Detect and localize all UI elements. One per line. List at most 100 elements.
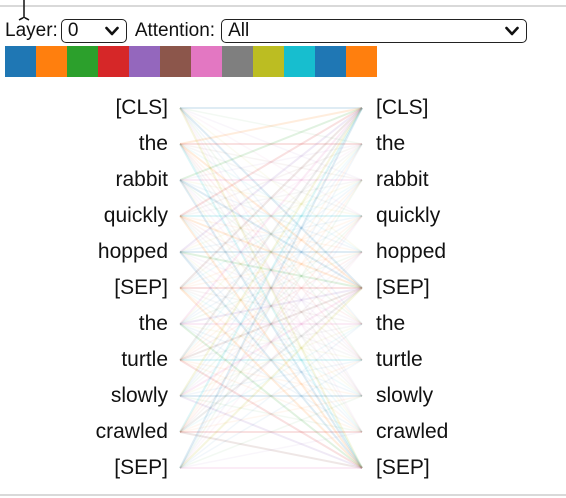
attention-line	[179, 143, 363, 469]
right-token[interactable]: slowly	[376, 384, 434, 407]
left-token[interactable]: hopped	[97, 240, 168, 263]
right-token[interactable]: hopped	[376, 240, 447, 263]
head-swatch-5[interactable]	[160, 46, 191, 77]
attention-line	[179, 431, 363, 469]
attention-line	[179, 215, 363, 469]
attention-line	[179, 143, 363, 397]
right-token[interactable]: [SEP]	[376, 456, 430, 479]
left-token[interactable]: [CLS]	[115, 96, 168, 119]
attention-line	[179, 107, 363, 397]
attention-line	[179, 287, 363, 469]
head-swatch-4[interactable]	[129, 46, 160, 77]
attention-line	[179, 251, 363, 397]
attention-line	[179, 107, 363, 433]
attention-line	[179, 143, 363, 289]
head-swatch-11[interactable]	[346, 46, 377, 77]
attention-line	[179, 143, 363, 361]
layer-select[interactable]: 0	[60, 19, 127, 43]
head-swatch-3[interactable]	[98, 46, 129, 77]
attention-line	[179, 287, 363, 469]
attention-line	[179, 359, 363, 469]
attention-line	[179, 143, 363, 433]
attention-line	[179, 143, 363, 433]
text-cursor-icon	[18, 0, 30, 21]
right-token[interactable]: turtle	[376, 348, 423, 371]
attention-line	[179, 215, 363, 433]
attention-line	[179, 359, 363, 397]
attention-label: Attention:	[134, 20, 216, 41]
attention-line	[179, 179, 363, 397]
attention-line	[179, 179, 363, 253]
attention-line	[179, 179, 363, 361]
attention-line	[179, 107, 363, 289]
left-token[interactable]: slowly	[110, 384, 168, 407]
attention-line	[179, 395, 363, 469]
left-token[interactable]: rabbit	[115, 168, 168, 191]
attention-line	[179, 251, 363, 289]
head-swatch-0[interactable]	[5, 46, 36, 77]
right-token[interactable]: quickly	[376, 204, 441, 227]
attention-line	[179, 143, 363, 397]
attention-line	[179, 215, 363, 469]
attention-line	[179, 251, 363, 361]
head-swatch-6[interactable]	[191, 46, 222, 77]
attention-line	[179, 107, 363, 469]
left-token[interactable]: crawled	[95, 420, 168, 443]
attention-line	[179, 179, 363, 469]
attention-line	[179, 323, 363, 433]
left-token[interactable]: the	[138, 132, 168, 155]
attention-line	[179, 143, 363, 253]
attention-line	[179, 359, 363, 433]
head-color-swatches	[5, 46, 377, 77]
attention-line	[179, 179, 363, 433]
attention-line	[179, 215, 363, 361]
top-divider	[0, 5, 566, 7]
right-token[interactable]: [CLS]	[376, 96, 429, 119]
attention-line	[179, 143, 363, 181]
attention-select[interactable]: All	[221, 19, 528, 43]
attention-line	[179, 215, 363, 289]
attention-line	[179, 179, 363, 361]
right-token[interactable]: the	[376, 132, 406, 155]
head-swatch-7[interactable]	[222, 46, 253, 77]
left-token[interactable]: turtle	[121, 348, 168, 371]
attention-line	[179, 251, 363, 469]
attention-line	[179, 323, 363, 433]
head-swatch-8[interactable]	[253, 46, 284, 77]
attention-line	[179, 179, 363, 289]
attention-line	[179, 179, 363, 217]
attention-line	[179, 287, 363, 361]
attention-line	[179, 359, 363, 433]
right-token[interactable]: [SEP]	[376, 276, 430, 299]
attention-lines	[179, 107, 363, 469]
head-swatch-9[interactable]	[284, 46, 315, 77]
attention-line	[179, 107, 363, 217]
attention-line	[179, 143, 363, 217]
controls-bar: Layer: 0 Attention: All	[5, 16, 528, 46]
head-swatch-10[interactable]	[315, 46, 346, 77]
left-token[interactable]: the	[138, 312, 168, 335]
attention-line	[179, 359, 363, 397]
attention-line	[179, 215, 363, 433]
attention-line	[179, 215, 363, 325]
attention-line	[179, 143, 363, 181]
attention-line	[179, 107, 363, 469]
attention-line	[179, 251, 363, 325]
attention-line	[179, 179, 363, 325]
layer-select-value: 0	[67, 20, 79, 41]
attention-line	[179, 287, 363, 397]
left-token[interactable]: [SEP]	[114, 276, 168, 299]
attention-line	[179, 179, 363, 253]
attention-line	[179, 251, 363, 325]
attention-line	[179, 107, 363, 145]
left-token[interactable]: [SEP]	[114, 456, 168, 479]
attention-line	[179, 107, 363, 433]
head-swatch-1[interactable]	[36, 46, 67, 77]
right-token[interactable]: rabbit	[376, 168, 429, 191]
head-swatch-2[interactable]	[67, 46, 98, 77]
left-token[interactable]: quickly	[103, 204, 168, 227]
attention-line	[179, 323, 363, 469]
right-token[interactable]: the	[376, 312, 406, 335]
right-token[interactable]: crawled	[376, 420, 449, 443]
attention-line	[179, 107, 363, 181]
